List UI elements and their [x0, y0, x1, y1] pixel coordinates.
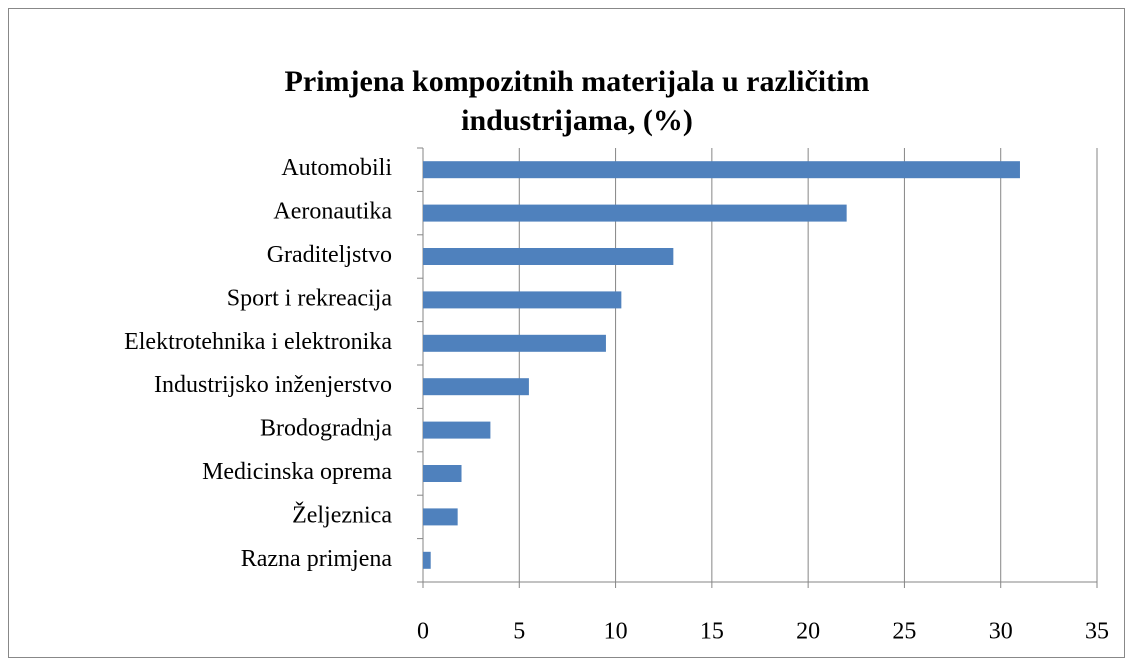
y-tick-label: Industrijsko inženjerstvo [154, 372, 392, 398]
x-tick-label: 0 [417, 619, 429, 645]
y-tick-label: Željeznica [292, 502, 392, 528]
x-tick-label: 10 [604, 619, 628, 645]
bar [423, 161, 1020, 179]
bar [423, 334, 606, 352]
y-tick-label: Automobili [281, 155, 392, 181]
bar [423, 248, 674, 265]
bar [423, 508, 458, 526]
y-tick-label: Brodogradnja [260, 416, 392, 442]
chart-border [8, 8, 1125, 658]
x-tick-label: 30 [989, 619, 1013, 645]
bar [423, 421, 491, 439]
x-tick-label: 20 [796, 619, 820, 645]
y-tick-label: Graditeljstvo [267, 242, 392, 268]
y-tick-label: Razna primjena [241, 546, 393, 572]
chart-title: Primjena kompozitnih materijala u različ… [284, 65, 870, 137]
x-tick-label: 35 [1085, 619, 1109, 645]
y-tick-label: Sport i rekreacija [227, 285, 393, 311]
x-tick-label: 5 [513, 619, 525, 645]
bar [423, 204, 847, 222]
y-tick-label: Aeronautika [273, 199, 392, 225]
bar [423, 378, 529, 396]
x-tick-label: 15 [700, 619, 724, 645]
y-tick-label: Medicinska oprema [202, 459, 392, 485]
bar [423, 465, 462, 482]
bar [423, 551, 431, 569]
x-tick-label: 25 [892, 619, 916, 645]
y-tick-label: Elektrotehnika i elektronika [124, 329, 392, 355]
bar [423, 291, 622, 309]
